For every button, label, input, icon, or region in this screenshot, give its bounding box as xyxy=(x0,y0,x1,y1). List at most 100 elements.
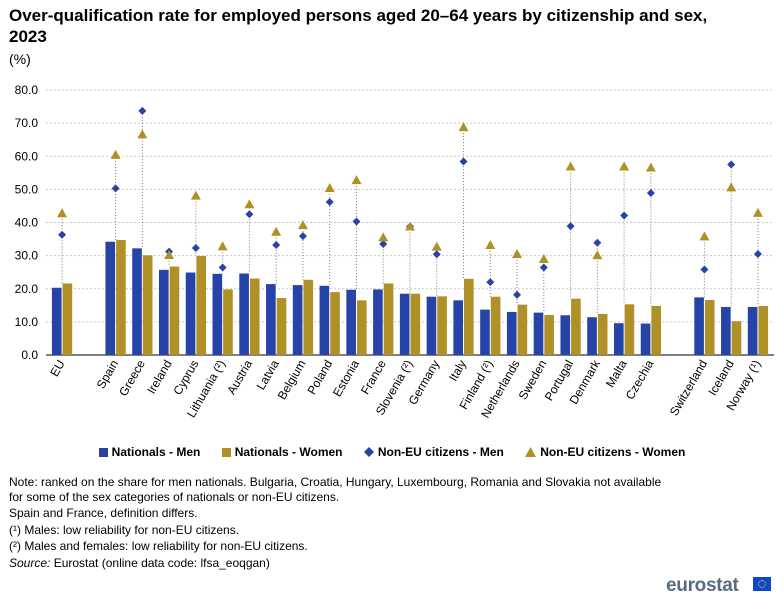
bar-nationals-men xyxy=(747,306,758,355)
marker-noneu-women xyxy=(190,190,201,200)
note-main: Note: ranked on the share for men nation… xyxy=(9,475,662,504)
legend-swatch-square-icon xyxy=(221,448,231,457)
y-tick-label: 40.0 xyxy=(15,216,39,230)
marker-noneu-women xyxy=(164,249,175,259)
bar-nationals-men xyxy=(560,315,571,355)
bar-nationals-women xyxy=(624,304,635,355)
bar-nationals-men xyxy=(212,273,223,355)
bar-nationals-women xyxy=(356,300,367,355)
y-tick-label: 0.0 xyxy=(21,348,38,362)
marker-noneu-women xyxy=(645,162,656,172)
marker-noneu-men xyxy=(272,241,281,250)
marker-noneu-women xyxy=(324,183,335,193)
bar-nationals-men xyxy=(694,297,704,355)
x-tick-label: EU xyxy=(47,358,67,379)
marker-noneu-men xyxy=(111,184,120,193)
marker-noneu-men xyxy=(486,278,495,287)
x-tick-label: Greece xyxy=(116,357,148,398)
bar-nationals-women xyxy=(383,283,394,355)
bar-nationals-men xyxy=(613,323,624,355)
bar-nationals-men xyxy=(533,312,544,355)
y-tick-label: 70.0 xyxy=(15,116,39,130)
bar-nationals-women xyxy=(142,255,153,355)
legend-item-noneu-men: Non-EU citizens - Men xyxy=(363,445,504,459)
marker-noneu-women xyxy=(512,248,523,258)
bar-nationals-women xyxy=(437,296,447,355)
x-tick-label: Estonia xyxy=(330,357,362,399)
marker-noneu-women xyxy=(244,199,255,209)
marker-noneu-women xyxy=(619,161,630,171)
note-definition: Spain and France, definition differs. xyxy=(9,506,198,520)
bar-nationals-women xyxy=(490,296,501,355)
bar-nationals-men xyxy=(426,296,437,355)
marker-noneu-women xyxy=(538,253,549,263)
bar-nationals-men xyxy=(105,241,116,355)
x-tick-label: Spain xyxy=(94,358,121,392)
legend-triangle-icon xyxy=(525,447,537,457)
bar-nationals-men xyxy=(373,289,383,355)
marker-noneu-men xyxy=(298,232,307,241)
marker-noneu-men xyxy=(459,157,468,166)
bar-nationals-men xyxy=(158,269,169,355)
x-tick-label: Italy xyxy=(446,358,469,384)
bar-nationals-men xyxy=(640,323,651,355)
bar-nationals-men xyxy=(292,285,303,355)
marker-noneu-women xyxy=(485,240,496,250)
bar-nationals-men xyxy=(506,311,517,355)
bar-nationals-men xyxy=(239,273,249,355)
bar-nationals-women xyxy=(62,283,73,355)
marker-noneu-men xyxy=(138,106,147,115)
bar-nationals-women xyxy=(731,321,742,355)
bar-nationals-women xyxy=(544,314,554,355)
marker-noneu-men xyxy=(191,244,200,253)
bar-nationals-men xyxy=(51,287,62,355)
marker-noneu-men xyxy=(218,263,227,272)
marker-noneu-women xyxy=(137,129,148,139)
source-line: Source: Eurostat (online data code: lfsa… xyxy=(9,555,270,570)
marker-noneu-men xyxy=(245,210,254,219)
unit-label: (%) xyxy=(9,51,31,67)
bar-nationals-women xyxy=(169,266,180,355)
bar-nationals-men xyxy=(453,300,464,355)
eurostat-logo: eurostat xyxy=(666,575,739,596)
bar-nationals-men xyxy=(587,317,597,355)
bar-nationals-women xyxy=(249,278,260,355)
marker-noneu-women xyxy=(565,161,576,171)
y-tick-label: 30.0 xyxy=(15,249,39,263)
x-tick-label: Latvia xyxy=(254,357,282,392)
marker-noneu-women xyxy=(405,221,415,231)
marker-noneu-men xyxy=(593,238,602,247)
legend-item-nationals-women: Nationals - Women xyxy=(221,445,343,459)
bar-nationals-women xyxy=(651,305,662,355)
chart-title: Over-qualification rate for employed per… xyxy=(9,6,708,46)
notes: Note: ranked on the share for men nation… xyxy=(9,475,669,572)
marker-noneu-men xyxy=(352,217,361,226)
bar-nationals-men xyxy=(266,284,276,355)
bar-nationals-women xyxy=(410,293,421,355)
marker-noneu-women xyxy=(351,175,362,185)
bar-nationals-men xyxy=(480,309,490,355)
marker-noneu-women xyxy=(752,207,763,217)
bar-nationals-women xyxy=(223,289,233,355)
bar-nationals-women xyxy=(597,313,608,355)
note-footnote-1: (¹) Males: low reliability for non-EU ci… xyxy=(9,522,240,537)
y-tick-label: 50.0 xyxy=(15,182,39,196)
legend: Nationals - Men Nationals - Women Non-EU… xyxy=(0,445,784,459)
marker-noneu-women xyxy=(699,231,710,241)
marker-noneu-women xyxy=(592,250,603,260)
marker-noneu-women xyxy=(57,208,68,218)
bar-nationals-men xyxy=(132,248,142,355)
bar-nationals-men xyxy=(319,285,330,355)
bar-nationals-women xyxy=(303,279,314,355)
marker-noneu-women xyxy=(431,241,442,251)
bar-nationals-women xyxy=(196,255,207,355)
marker-noneu-men xyxy=(513,290,522,299)
bar-nationals-women xyxy=(571,298,581,355)
marker-noneu-men xyxy=(325,197,334,206)
marker-noneu-women xyxy=(378,232,389,242)
marker-noneu-men xyxy=(753,249,762,258)
marker-noneu-men xyxy=(620,211,629,220)
bar-nationals-women xyxy=(330,292,340,355)
legend-item-nationals-men: Nationals - Men xyxy=(98,445,200,459)
marker-noneu-women xyxy=(297,220,308,230)
